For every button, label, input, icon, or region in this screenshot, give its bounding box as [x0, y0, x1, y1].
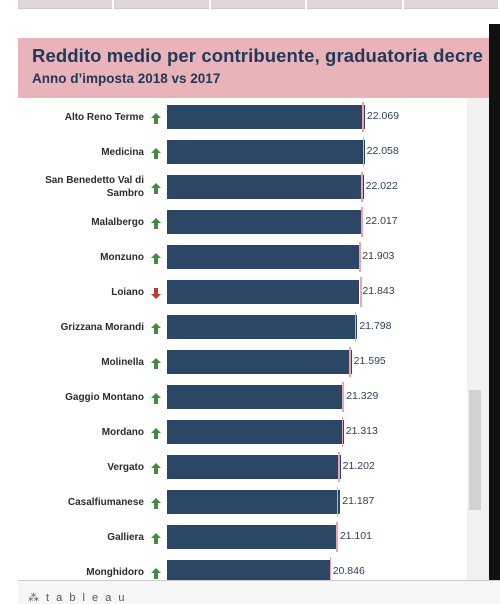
value-label: 21.843 [362, 285, 395, 297]
category-label: Medicina [101, 146, 144, 158]
chart-title: Reddito medio per contribuente, graduato… [32, 45, 484, 66]
category-label: San Benedetto Val di Sambro [45, 175, 144, 199]
category-label: Molinella [101, 356, 144, 368]
reference-marker-2017 [360, 277, 362, 307]
value-label: 22.069 [366, 110, 400, 122]
value-label: 21.313 [345, 425, 378, 437]
dashboard-tab[interactable] [114, 0, 209, 9]
reference-marker-2017 [349, 347, 351, 377]
arrow-up-icon [151, 111, 161, 129]
value-label: 21.903 [362, 250, 395, 262]
category-label: Monzuno [100, 251, 144, 263]
category-label: Casalfiumanese [67, 496, 144, 508]
category-label: Mordano [101, 426, 144, 438]
bar[interactable] [167, 385, 345, 409]
bar[interactable] [167, 175, 364, 199]
dashboard-tab[interactable] [403, 0, 499, 9]
reference-marker-2017 [336, 487, 339, 517]
bar[interactable] [167, 490, 341, 514]
scrollbar-thumb[interactable] [469, 390, 481, 510]
reference-marker-2017 [361, 172, 363, 202]
arrow-up-icon [151, 496, 161, 514]
reference-marker-2017 [362, 102, 364, 132]
dashboard-tab[interactable] [307, 0, 402, 9]
value-label: 22.058 [366, 145, 399, 157]
reference-marker-2017 [362, 137, 365, 167]
category-label: Monghidoro [86, 566, 144, 578]
bar[interactable] [167, 350, 352, 374]
reference-marker-2017 [338, 452, 340, 482]
bar[interactable] [167, 245, 361, 269]
bar[interactable] [167, 105, 365, 129]
reference-marker-2017 [341, 417, 344, 447]
category-label: Alto Reno Terme [64, 111, 144, 123]
arrow-up-icon [151, 461, 161, 479]
category-label: Grizzana Morandi [60, 321, 144, 333]
reference-marker-2017 [336, 522, 338, 552]
bar[interactable] [167, 315, 358, 339]
arrow-down-icon [151, 286, 161, 304]
footer-bar [18, 581, 500, 604]
bar[interactable] [167, 420, 344, 444]
arrow-up-icon [151, 251, 161, 269]
arrow-up-icon [151, 321, 161, 339]
arrow-up-icon [151, 356, 161, 374]
bar[interactable] [167, 210, 364, 234]
category-label: Vergato [107, 461, 144, 473]
dashboard-tab[interactable] [18, 0, 113, 9]
reference-marker-2017 [329, 557, 331, 587]
title-band [18, 38, 500, 98]
top-tab-strip [18, 0, 500, 9]
value-label: 21.329 [346, 390, 379, 402]
bar[interactable] [167, 280, 359, 304]
tableau-logo[interactable]: ⁂ t a b l e a u [28, 592, 127, 604]
arrow-up-icon [151, 531, 161, 549]
category-label: Malalbergo [91, 216, 144, 228]
reference-marker-2017 [361, 207, 363, 237]
value-label: 21.101 [339, 530, 372, 542]
category-label: Loiano [111, 286, 144, 298]
category-label: Galliera [107, 531, 144, 543]
arrow-up-icon [151, 181, 161, 199]
arrow-up-icon [151, 426, 161, 444]
value-label: 21.595 [353, 355, 386, 367]
bar[interactable] [167, 455, 341, 479]
arrow-up-icon [151, 146, 161, 164]
value-label: 21.202 [342, 460, 375, 472]
arrow-up-icon [151, 391, 161, 409]
value-label: 22.017 [365, 215, 398, 227]
value-label: 21.798 [359, 320, 392, 332]
reference-marker-2017 [342, 382, 344, 412]
value-label: 22.022 [365, 180, 398, 192]
window-edge [489, 24, 500, 581]
arrow-up-icon [151, 216, 161, 234]
chart-subtitle: Anno d’imposta 2018 vs 2017 [32, 71, 221, 86]
footer-divider [18, 580, 500, 581]
reference-marker-2017 [359, 242, 361, 272]
value-label: 21.187 [342, 495, 375, 507]
category-label: Gaggio Montano [65, 391, 144, 403]
reference-marker-2017 [354, 312, 357, 342]
bar[interactable] [167, 525, 338, 549]
arrow-up-icon [151, 566, 161, 584]
dashboard-tab[interactable] [210, 0, 306, 9]
bar[interactable] [167, 140, 365, 164]
value-label: 20.846 [332, 565, 365, 577]
